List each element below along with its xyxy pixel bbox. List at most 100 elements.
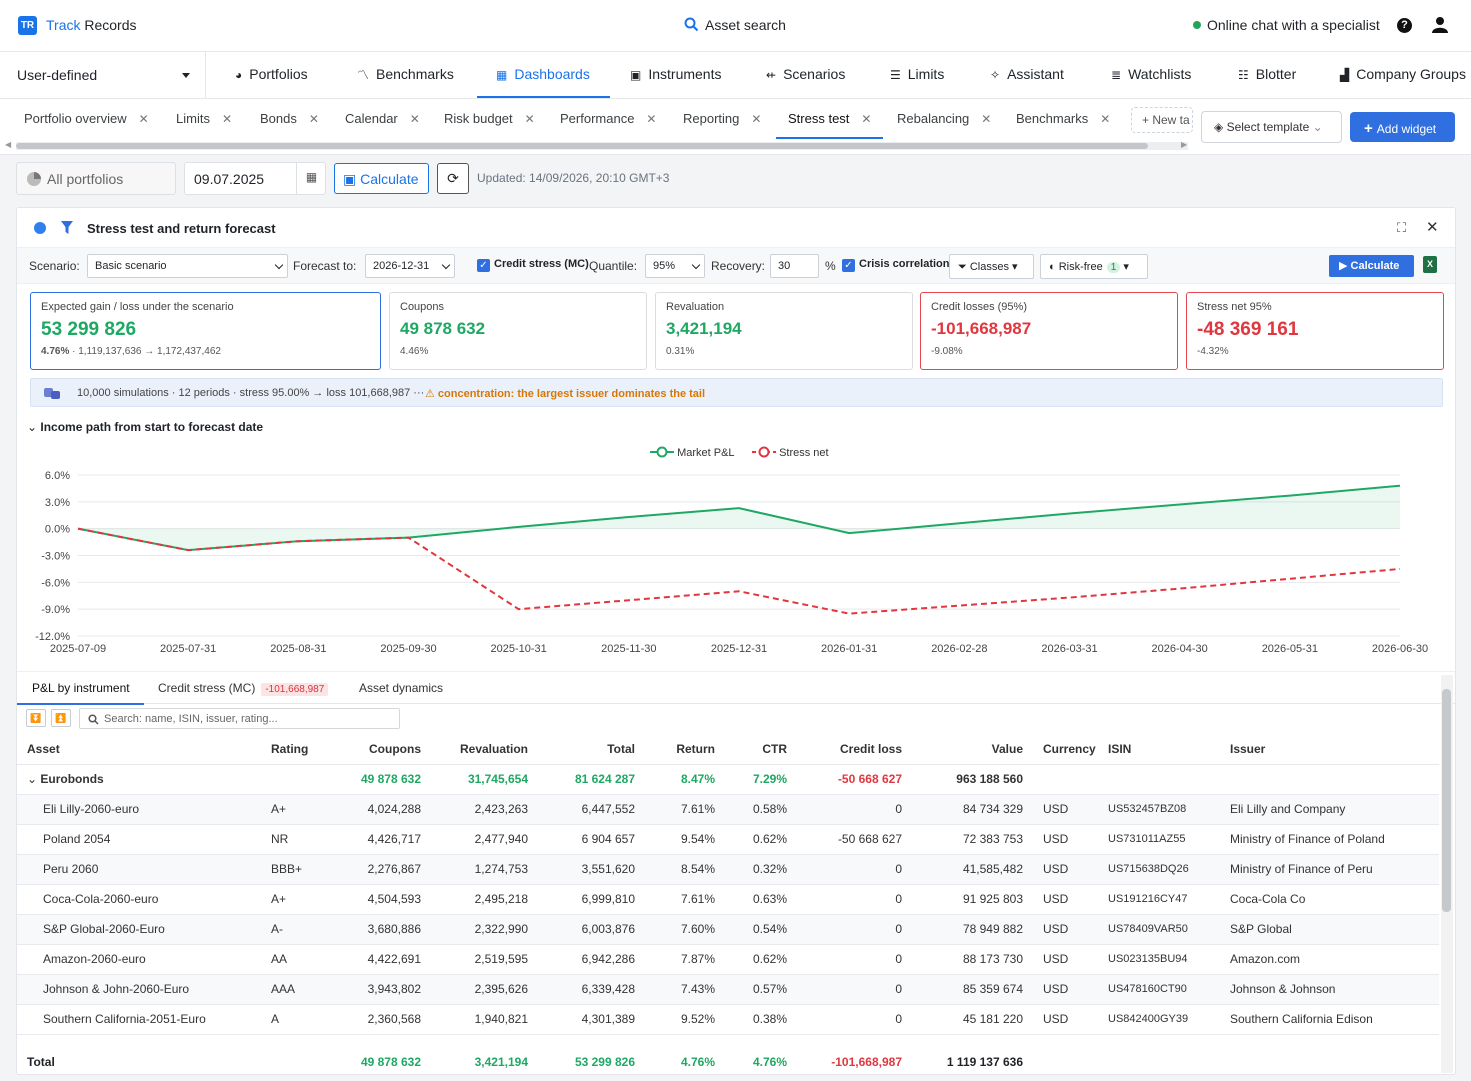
calendar-icon[interactable]: ▦ (296, 163, 326, 194)
nav-limits[interactable]: ☰ Limits (890, 66, 944, 82)
filter-icon[interactable] (61, 221, 73, 234)
legend-market-pnl[interactable]: Market P&L (650, 446, 735, 459)
col-return[interactable]: Return (635, 734, 715, 765)
brand-name[interactable]: Track Records (46, 17, 137, 33)
nav-benchmarks[interactable]: 〽 Benchmarks (357, 66, 454, 83)
col-total[interactable]: Total (528, 734, 635, 765)
nav-company-groups[interactable]: ▟ Company Groups (1340, 66, 1466, 82)
user-icon[interactable] (1432, 16, 1448, 33)
col-currency[interactable]: Currency (1023, 734, 1108, 765)
expand-icon[interactable]: ⛶ (1397, 220, 1407, 235)
col-ctr[interactable]: CTR (715, 734, 787, 765)
table-row[interactable]: Eli Lilly-2060-euro A+ 4,024,288 2,423,263 6… (17, 794, 1439, 825)
credit-stress-checkbox[interactable]: ✓ (477, 259, 490, 272)
table-row[interactable]: S&P Global-2060-Euro A- 3,680,886 2,322,990… (17, 914, 1439, 945)
col-coupons[interactable]: Coupons (341, 734, 421, 765)
col-revaluation[interactable]: Revaluation (421, 734, 528, 765)
scroll-left-icon[interactable]: ◀ (5, 140, 12, 149)
col-credit-loss[interactable]: Credit loss (787, 734, 902, 765)
close-icon[interactable]: ✕ (409, 112, 420, 126)
nav-assistant[interactable]: ✧ Assistant (990, 66, 1064, 82)
table-row[interactable]: Southern California-2051-Euro A 2,360,568 1… (17, 1004, 1439, 1035)
table-search-input[interactable]: Search: name, ISIN, issuer, rating... (79, 708, 400, 729)
asset-search[interactable]: Asset search (684, 17, 786, 33)
tab-portfolio-overview[interactable]: Portfolio overview ✕ (24, 111, 149, 126)
close-icon[interactable]: ✕ (751, 112, 762, 126)
close-icon[interactable]: ✕ (221, 112, 233, 126)
widget-calculate-button[interactable]: ▶ Calculate (1329, 255, 1414, 277)
subtab-credit-stress[interactable]: Credit stress (MC) -101,668,987 (158, 681, 329, 696)
table-row[interactable]: Coca-Cola-2060-euro A+ 4,504,593 2,495,218 6… (17, 884, 1439, 915)
close-icon[interactable]: ✕ (646, 112, 657, 126)
table-row[interactable]: Poland 2054 NR 4,426,717 2,477,940 6 904 657… (17, 824, 1439, 855)
tab-bonds[interactable]: Bonds ✕ (260, 111, 319, 126)
quantile-select[interactable]: 95% (645, 254, 705, 278)
crisis-correlation-checkbox[interactable]: ✓ (842, 259, 855, 272)
chevron-down-icon[interactable]: ⌄ (27, 772, 41, 786)
subtab-pnl-by-instrument[interactable]: P&L by instrument (32, 681, 130, 695)
col-isin[interactable]: ISIN (1108, 734, 1230, 765)
subtab-asset-dynamics[interactable]: Asset dynamics (359, 681, 444, 695)
table-row[interactable]: Johnson & John-2060-Euro AAA 3,943,802 2,39… (17, 974, 1439, 1005)
add-widget-button[interactable]: + Add widget (1350, 112, 1455, 142)
close-icon[interactable]: ✕ (861, 112, 872, 126)
tab-risk-budget[interactable]: Risk budget ✕ (444, 111, 535, 126)
select-template-dropdown[interactable]: ◈ Select template ⌄ (1201, 111, 1342, 143)
calculate-button[interactable]: ▣ Calculate (334, 163, 429, 194)
tab-performance[interactable]: Performance ✕ (560, 111, 656, 126)
expand-all-icon[interactable]: ⏫ (51, 709, 71, 727)
riskfree-filter-button[interactable]: ◐ Risk-free 1 ▾ (1040, 254, 1148, 279)
nav-blotter[interactable]: ☷ Blotter (1238, 66, 1296, 82)
nav-instruments[interactable]: ▣ Instruments (630, 66, 721, 82)
col-value[interactable]: Value (902, 734, 1023, 765)
scenario-select[interactable]: Basic scenario (87, 254, 288, 278)
close-icon[interactable]: ✕ (138, 112, 149, 126)
collapse-all-icon[interactable]: ⏬ (26, 709, 46, 727)
table-group-row[interactable]: ⌄ Eurobonds 49 878 632 31,745,654 81 624… (17, 764, 1439, 795)
calculator-icon: ▣ (343, 171, 361, 187)
section-income-path[interactable]: ⌄ Income path from start to forecast dat… (27, 420, 263, 434)
classes-filter-button[interactable]: ⏷ Classes ▾ (949, 254, 1034, 279)
col-asset[interactable]: Asset (17, 734, 271, 765)
card-stress-net[interactable]: Stress net 95% -48 369 161 -4.32% (1186, 292, 1444, 370)
card-revaluation[interactable]: Revaluation 3,421,194 0.31% (655, 292, 913, 370)
table-scrollbar-thumb[interactable] (1442, 689, 1451, 912)
close-icon[interactable]: ✕ (524, 112, 535, 126)
col-issuer[interactable]: Issuer (1230, 734, 1439, 765)
scroll-right-icon[interactable]: ▶ (1181, 140, 1188, 149)
refresh-button[interactable]: ⟳ (437, 163, 469, 194)
logo[interactable]: TR (18, 16, 37, 35)
tab-stress-test[interactable]: Stress test ✕ (788, 111, 871, 126)
tab-limits[interactable]: Limits ✕ (176, 111, 232, 126)
help-icon[interactable]: ? (1397, 18, 1412, 33)
col-rating[interactable]: Rating (271, 734, 341, 765)
nav-portfolios[interactable]: ◕ Portfolios (235, 66, 308, 82)
table-row[interactable]: Peru 2060 BBB+ 2,276,867 1,274,753 3,551,620… (17, 854, 1439, 885)
tab-rebalancing[interactable]: Rebalancing ✕ (897, 111, 991, 126)
tab-calendar[interactable]: Calendar ✕ (345, 111, 420, 126)
legend-stress-net[interactable]: Stress net (752, 446, 829, 459)
date-input[interactable]: 09.07.2025 ▦ (184, 162, 326, 195)
view-selector[interactable]: User-defined (17, 67, 197, 83)
tab-benchmarks[interactable]: Benchmarks ✕ (1016, 111, 1110, 126)
tabs-scrollbar-thumb[interactable] (16, 143, 1148, 149)
close-icon[interactable]: ✕ (1100, 112, 1111, 126)
close-icon[interactable]: ✕ (308, 112, 319, 126)
card-credit-losses[interactable]: Credit losses (95%) -101,668,987 -9.08% (920, 292, 1178, 370)
close-widget-icon[interactable]: ✕ (1426, 219, 1439, 236)
income-path-chart[interactable]: 6.0%3.0%0.0%-3.0%-6.0%-9.0%-12.0%2025-07… (17, 440, 1456, 665)
close-icon[interactable]: ✕ (981, 112, 992, 126)
online-chat-link[interactable]: Online chat with a specialist (1193, 17, 1380, 33)
nav-dashboards[interactable]: ▦ Dashboards (496, 66, 590, 82)
card-coupons[interactable]: Coupons 49 878 632 4.46% (389, 292, 647, 370)
portfolio-selector[interactable]: All portfolios (16, 162, 176, 195)
recovery-input[interactable]: 30 (770, 254, 819, 278)
nav-watchlists[interactable]: ≣ Watchlists (1111, 66, 1191, 82)
excel-export-icon[interactable]: X (1423, 256, 1437, 273)
table-row[interactable]: Amazon-2060-euro AA 4,422,691 2,519,595 6,94… (17, 944, 1439, 975)
tab-reporting[interactable]: Reporting ✕ (683, 111, 761, 126)
new-tab-button[interactable]: + New ta (1131, 107, 1193, 133)
card-expected-gain[interactable]: Expected gain / loss under the scenario … (30, 292, 381, 370)
nav-scenarios[interactable]: ⇷ Scenarios (766, 66, 845, 82)
forecast-date-select[interactable]: 2026-12-31 (365, 254, 455, 278)
